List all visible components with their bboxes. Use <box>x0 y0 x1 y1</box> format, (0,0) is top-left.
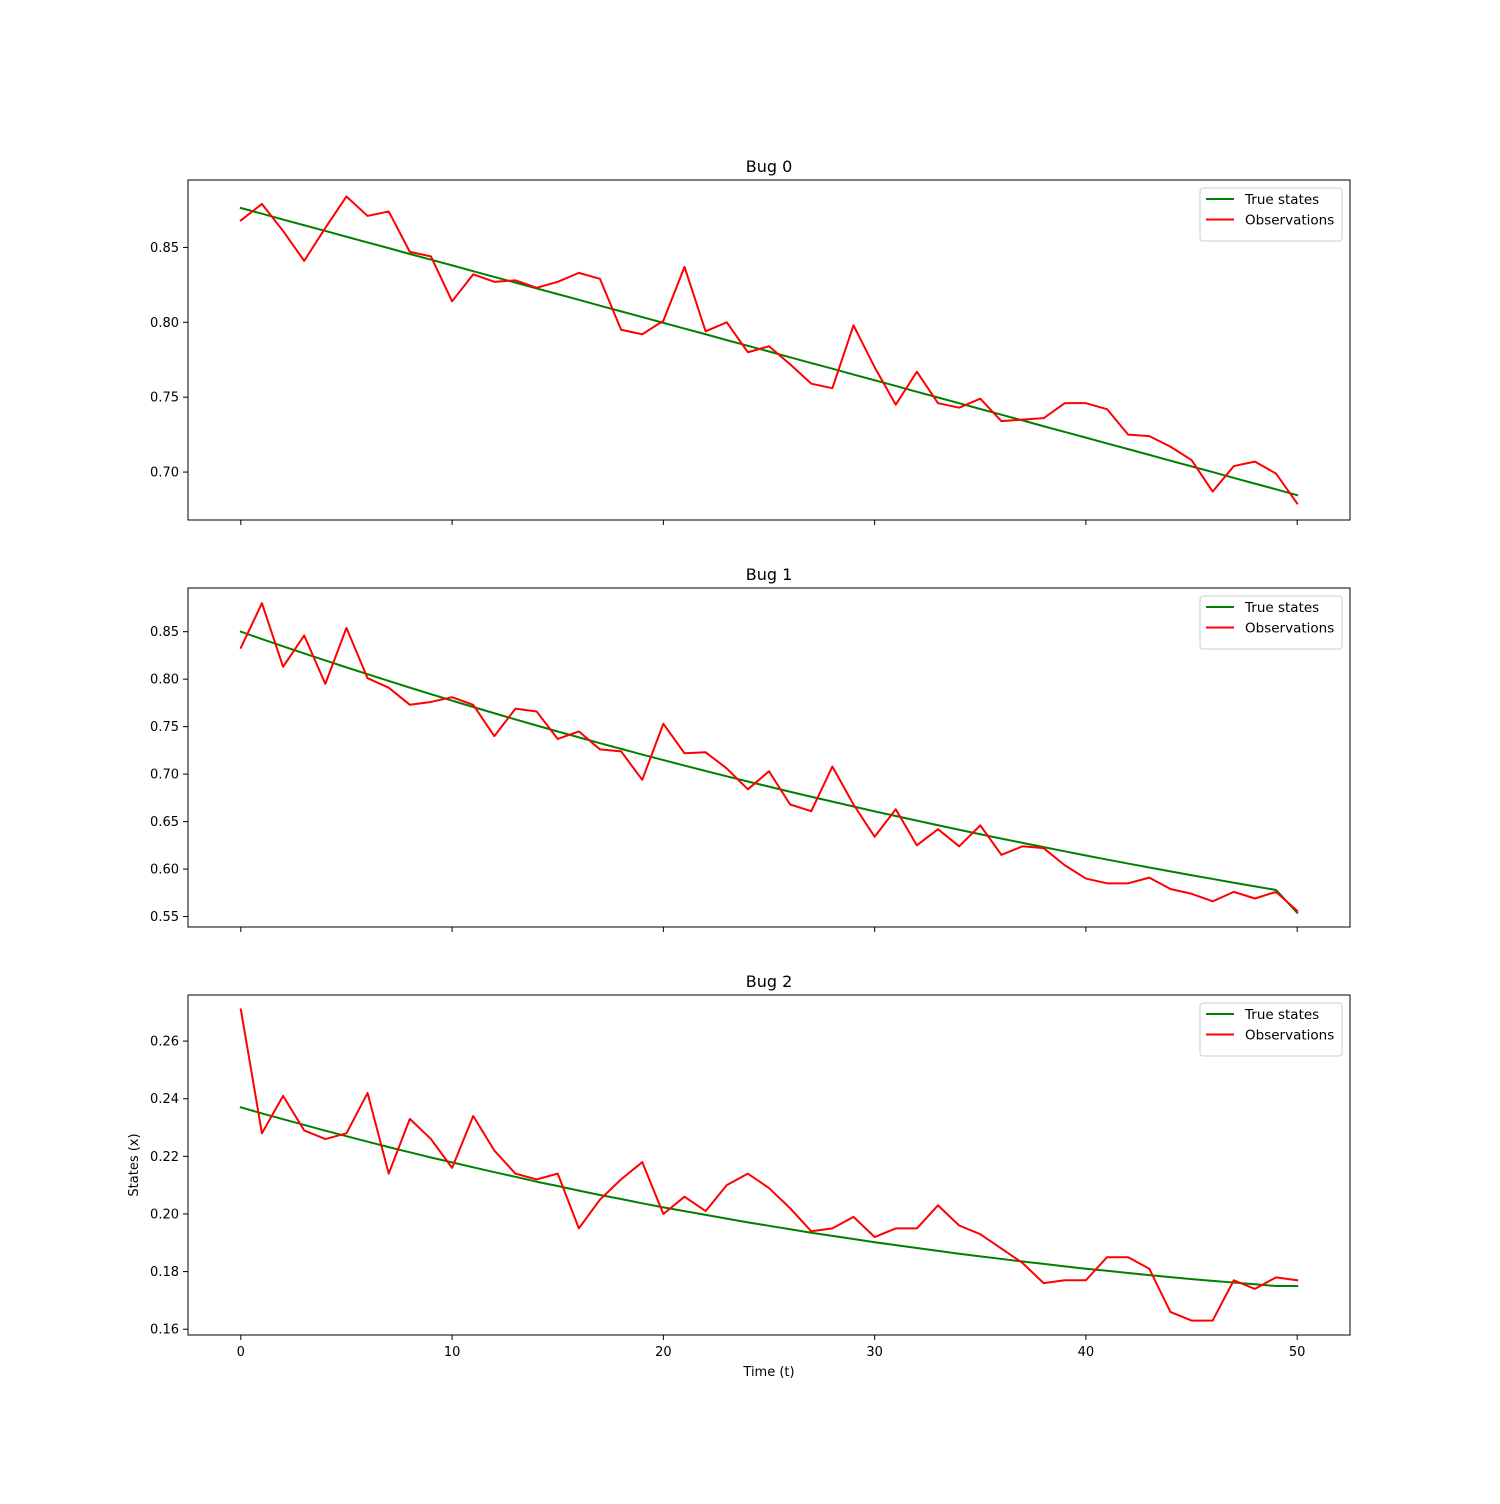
true-states-line <box>239 206 1299 497</box>
y-tick-label: 0.22 <box>150 1150 179 1165</box>
y-tick-label: 0.60 <box>150 863 179 878</box>
series-group <box>239 195 1299 505</box>
y-tick-label: 0.55 <box>150 910 179 925</box>
true-states-line <box>239 630 1299 915</box>
legend-box <box>1199 595 1343 650</box>
y-tick-label: 0.70 <box>150 768 179 783</box>
true-states-line <box>239 1106 1299 1288</box>
y-tick-label: 0.16 <box>150 1323 179 1338</box>
legend: True states Observations <box>1199 595 1343 650</box>
legend: True states Observations <box>1199 187 1343 242</box>
x-tick-label: 40 <box>1078 1345 1095 1360</box>
observations-line <box>239 195 1299 505</box>
series-group <box>239 1008 1299 1322</box>
observations-line <box>239 1008 1299 1322</box>
panel-2: Bug 2 0 10 20 30 40 50 0.16 0.18 0.20 0.22 0.24 0.26… <box>127 972 1351 1380</box>
x-axis-label: Time (t) <box>742 1365 794 1380</box>
panel-title: Bug 2 <box>746 972 793 991</box>
panel-title: Bug 0 <box>746 157 793 176</box>
panel-1: Bug 1 0.55 0.60 0.65 0.70 0.75 0.80 0.85 True st… <box>150 565 1351 932</box>
y-tick-label: 0.75 <box>150 391 179 406</box>
x-tick-label: 10 <box>444 1345 461 1360</box>
y-tick-label: 0.75 <box>150 720 179 735</box>
legend-true-states-label: True states <box>1244 600 1319 616</box>
legend-box <box>1199 187 1343 242</box>
x-tick-label: 30 <box>866 1345 883 1360</box>
y-tick-label: 0.80 <box>150 316 179 331</box>
x-tick-label: 50 <box>1289 1345 1306 1360</box>
y-tick-label: 0.18 <box>150 1265 179 1280</box>
x-tick-label: 0 <box>237 1345 245 1360</box>
panel-0: Bug 0 0.70 0.75 0.80 0.85 True states Observat… <box>150 157 1351 525</box>
axes-frame <box>187 587 1351 928</box>
x-tick-label: 20 <box>655 1345 672 1360</box>
y-tick-label: 0.85 <box>150 625 179 640</box>
y-tick-label: 0.65 <box>150 815 179 830</box>
y-tick-label: 0.85 <box>150 241 179 256</box>
y-axis-label: States (x) <box>127 1133 142 1196</box>
legend-observations-label: Observations <box>1245 1028 1334 1044</box>
axes-frame <box>187 179 1351 521</box>
series-group <box>239 602 1299 915</box>
legend: True states Observations <box>1199 1002 1343 1057</box>
y-tick-label: 0.70 <box>150 466 179 481</box>
legend-true-states-label: True states <box>1244 1007 1319 1023</box>
legend-true-states-label: True states <box>1244 192 1319 208</box>
legend-box <box>1199 1002 1343 1057</box>
legend-observations-label: Observations <box>1245 621 1334 637</box>
panel-title: Bug 1 <box>746 565 793 584</box>
legend-observations-label: Observations <box>1245 213 1334 229</box>
y-tick-label: 0.26 <box>150 1035 179 1050</box>
observations-line <box>239 602 1299 913</box>
y-tick-label: 0.24 <box>150 1092 179 1107</box>
y-tick-label: 0.20 <box>150 1207 179 1222</box>
axes-frame <box>187 994 1351 1336</box>
y-tick-label: 0.80 <box>150 673 179 688</box>
